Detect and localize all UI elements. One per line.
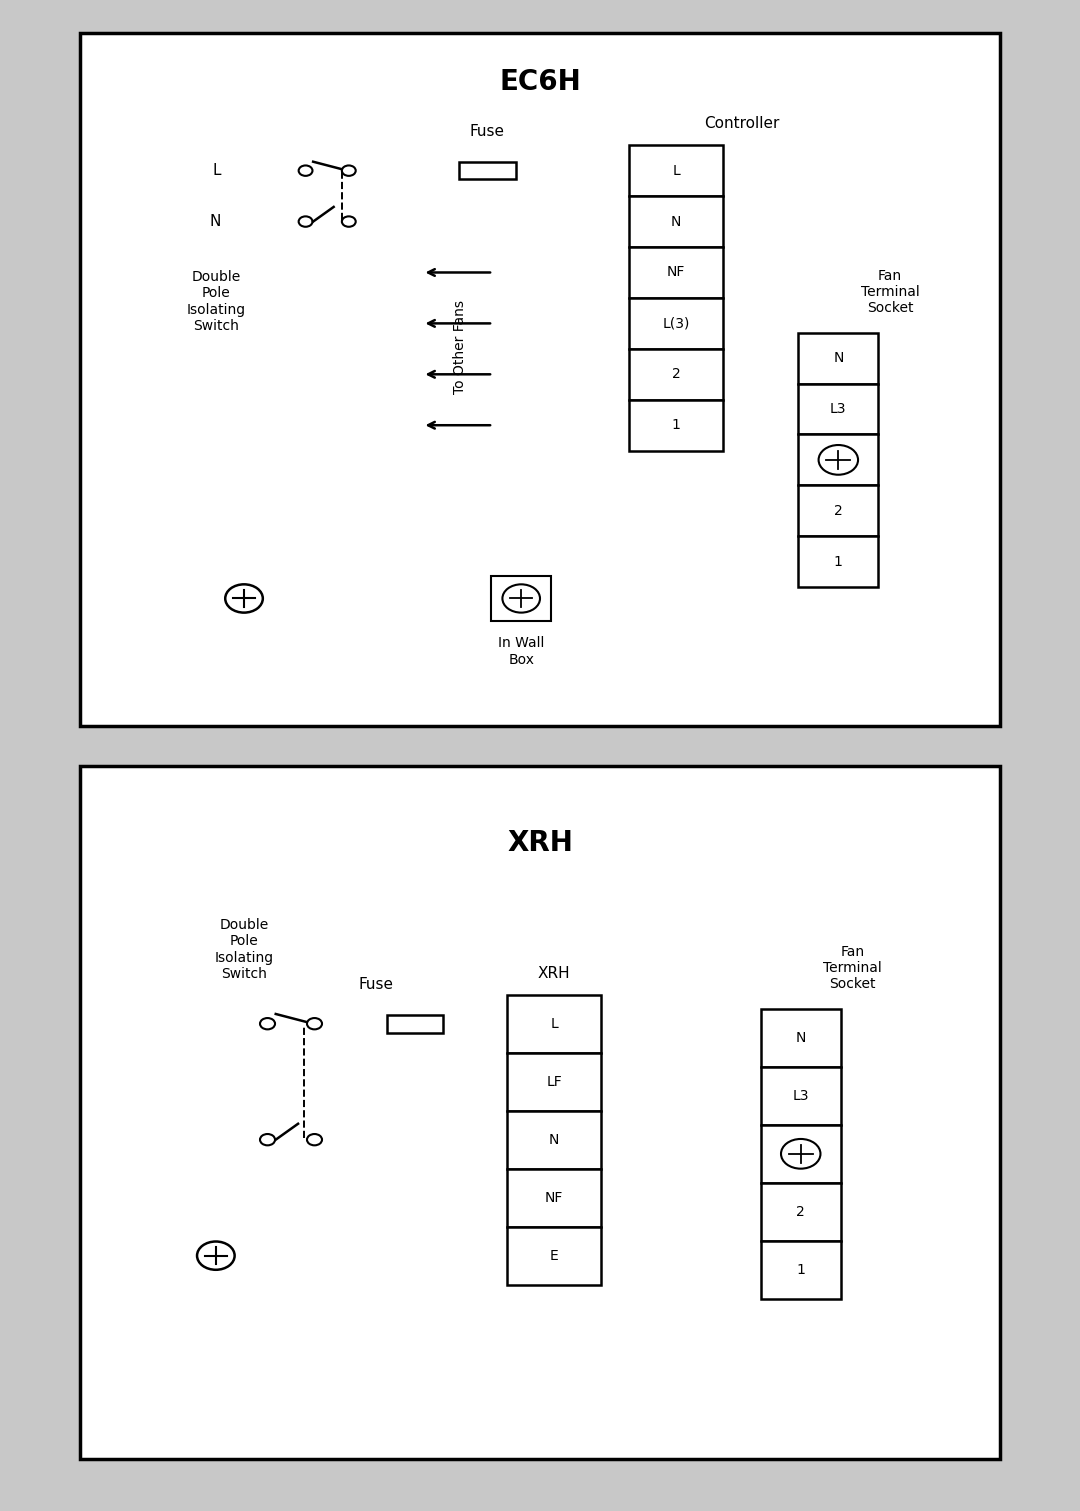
Bar — [798, 384, 878, 435]
Bar — [630, 400, 724, 450]
Text: N: N — [671, 215, 681, 228]
Circle shape — [781, 1139, 821, 1168]
Circle shape — [260, 1018, 275, 1029]
Bar — [760, 1183, 840, 1241]
Text: L(3): L(3) — [662, 316, 690, 331]
Bar — [508, 1227, 602, 1284]
Text: L3: L3 — [793, 1089, 809, 1103]
Circle shape — [819, 446, 858, 474]
Text: Fuse: Fuse — [470, 124, 505, 139]
Circle shape — [197, 1242, 234, 1269]
Circle shape — [299, 165, 312, 175]
Text: N: N — [796, 1031, 806, 1044]
Text: To Other Fans: To Other Fans — [454, 301, 468, 394]
Text: N: N — [549, 1133, 559, 1147]
Bar — [630, 349, 724, 400]
Text: Fuse: Fuse — [359, 978, 393, 993]
Bar — [760, 1067, 840, 1124]
Circle shape — [342, 216, 355, 227]
Bar — [760, 1124, 840, 1183]
Bar — [630, 145, 724, 196]
Bar — [508, 1168, 602, 1227]
Text: NF: NF — [545, 1191, 564, 1204]
Text: EC6H: EC6H — [499, 68, 581, 97]
Text: 1: 1 — [796, 1263, 806, 1277]
Bar — [798, 435, 878, 485]
Text: Fan
Terminal
Socket: Fan Terminal Socket — [861, 269, 919, 314]
Bar — [798, 485, 878, 536]
Text: 2: 2 — [672, 367, 680, 381]
Bar — [760, 1009, 840, 1067]
Bar — [508, 994, 602, 1053]
Text: NF: NF — [667, 266, 686, 280]
Bar — [760, 1241, 840, 1299]
Circle shape — [226, 585, 262, 612]
Text: 1: 1 — [672, 419, 680, 432]
Text: 1: 1 — [834, 555, 842, 568]
Circle shape — [307, 1018, 322, 1029]
Text: Controller: Controller — [704, 116, 780, 131]
Text: In Wall
Box: In Wall Box — [498, 636, 544, 666]
Bar — [459, 162, 515, 180]
Text: XRH: XRH — [508, 830, 572, 857]
Bar — [630, 298, 724, 349]
Text: N: N — [210, 215, 220, 230]
Text: L: L — [550, 1017, 558, 1031]
Text: L: L — [673, 163, 680, 178]
Circle shape — [299, 216, 312, 227]
Bar — [387, 1015, 443, 1032]
Bar — [508, 1111, 602, 1168]
Circle shape — [307, 1135, 322, 1145]
Text: LF: LF — [546, 1074, 562, 1089]
Bar — [630, 196, 724, 246]
Bar — [630, 246, 724, 298]
Text: Fan
Terminal
Socket: Fan Terminal Socket — [823, 944, 881, 991]
Text: XRH: XRH — [538, 966, 570, 981]
Bar — [798, 332, 878, 384]
Text: 2: 2 — [796, 1204, 805, 1219]
Text: L3: L3 — [831, 402, 847, 416]
Circle shape — [260, 1135, 275, 1145]
Text: 2: 2 — [834, 503, 842, 518]
Text: Double
Pole
Isolating
Switch: Double Pole Isolating Switch — [186, 270, 245, 332]
Circle shape — [342, 165, 355, 175]
Bar — [798, 536, 878, 588]
Text: E: E — [550, 1248, 558, 1263]
Bar — [491, 576, 551, 621]
Text: N: N — [833, 351, 843, 366]
Text: L: L — [212, 163, 220, 178]
Bar — [508, 1053, 602, 1111]
Text: Double
Pole
Isolating
Switch: Double Pole Isolating Switch — [215, 919, 273, 981]
Circle shape — [502, 585, 540, 612]
